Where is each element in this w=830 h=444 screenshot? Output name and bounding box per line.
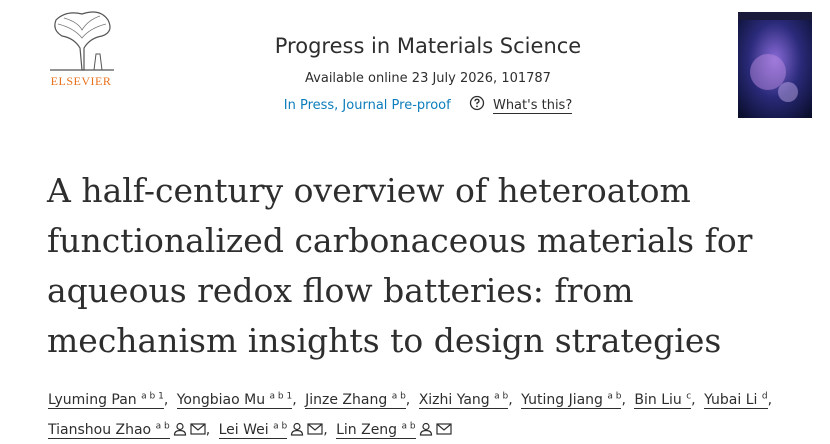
author[interactable]: Lei Wei a b <box>218 421 332 440</box>
author[interactable]: Lin Zeng a b <box>336 421 452 440</box>
help-link[interactable]: What's this? <box>492 98 573 114</box>
author-name[interactable]: Jinze Zhang a b <box>305 391 406 409</box>
journal-cover[interactable] <box>738 12 812 118</box>
affiliation[interactable]: a b <box>391 391 406 401</box>
author[interactable]: Lyuming Pan a b 1 <box>48 391 172 409</box>
email-icon[interactable] <box>190 422 206 436</box>
author[interactable]: Xizhi Yang a b <box>418 391 517 409</box>
author[interactable]: Yuting Jiang a b <box>521 391 630 409</box>
email-icon[interactable] <box>307 422 323 436</box>
affiliation[interactable]: a b <box>155 421 170 432</box>
author-name[interactable]: Yuting Jiang a b <box>521 391 622 409</box>
author-icon[interactable] <box>173 422 187 436</box>
affiliation[interactable]: a b <box>401 421 416 432</box>
author-name[interactable]: Tianshou Zhao a b <box>48 421 170 440</box>
affiliation[interactable]: a b 1 <box>269 391 293 401</box>
availability: Available online 23 July 2026, 101787 <box>305 71 551 86</box>
affiliation[interactable]: d <box>761 391 768 401</box>
author-name[interactable]: Lyuming Pan a b 1 <box>48 391 164 409</box>
help-icon[interactable] <box>469 95 485 111</box>
author[interactable]: Jinze Zhang a b <box>305 391 414 409</box>
affiliation[interactable]: a b <box>607 391 622 401</box>
status[interactable]: In Press, Journal Pre-proof <box>283 98 451 113</box>
author-icon[interactable] <box>290 422 304 436</box>
author-name[interactable]: Yongbiao Mu a b 1 <box>176 391 293 409</box>
affiliation[interactable]: a b <box>273 421 288 432</box>
affiliation[interactable]: a b <box>494 391 509 401</box>
author-name[interactable]: Lin Zeng a b <box>336 421 416 440</box>
author-list: Lyuming Pan a b 1 Yongbiao Mu a b 1 Jinz… <box>48 383 818 444</box>
author[interactable]: Bin Liu c <box>634 391 700 409</box>
author[interactable]: Yongbiao Mu a b 1 <box>176 391 301 409</box>
author-name[interactable]: Bin Liu c <box>634 391 692 409</box>
author-name[interactable]: Yubai Li d <box>704 391 768 409</box>
email-icon[interactable] <box>436 422 452 436</box>
author-icon[interactable] <box>419 422 433 436</box>
status-row: In Press, Journal Pre-proof What's this? <box>200 95 656 114</box>
affiliation[interactable]: a b 1 <box>141 391 164 401</box>
journal-title[interactable]: Progress in Materials Science <box>274 34 582 58</box>
author[interactable]: Yubai Li d <box>704 391 776 409</box>
article-title: A half-century overview of heteroatom fu… <box>47 171 753 360</box>
author-name[interactable]: Lei Wei a b <box>218 421 288 440</box>
author[interactable]: Tianshou Zhao a b <box>48 421 214 440</box>
publisher-name: ELSEVIER <box>50 74 112 88</box>
affiliation[interactable]: c <box>686 391 692 401</box>
publisher-logo[interactable] <box>44 8 120 74</box>
author-name[interactable]: Xizhi Yang a b <box>418 391 509 409</box>
